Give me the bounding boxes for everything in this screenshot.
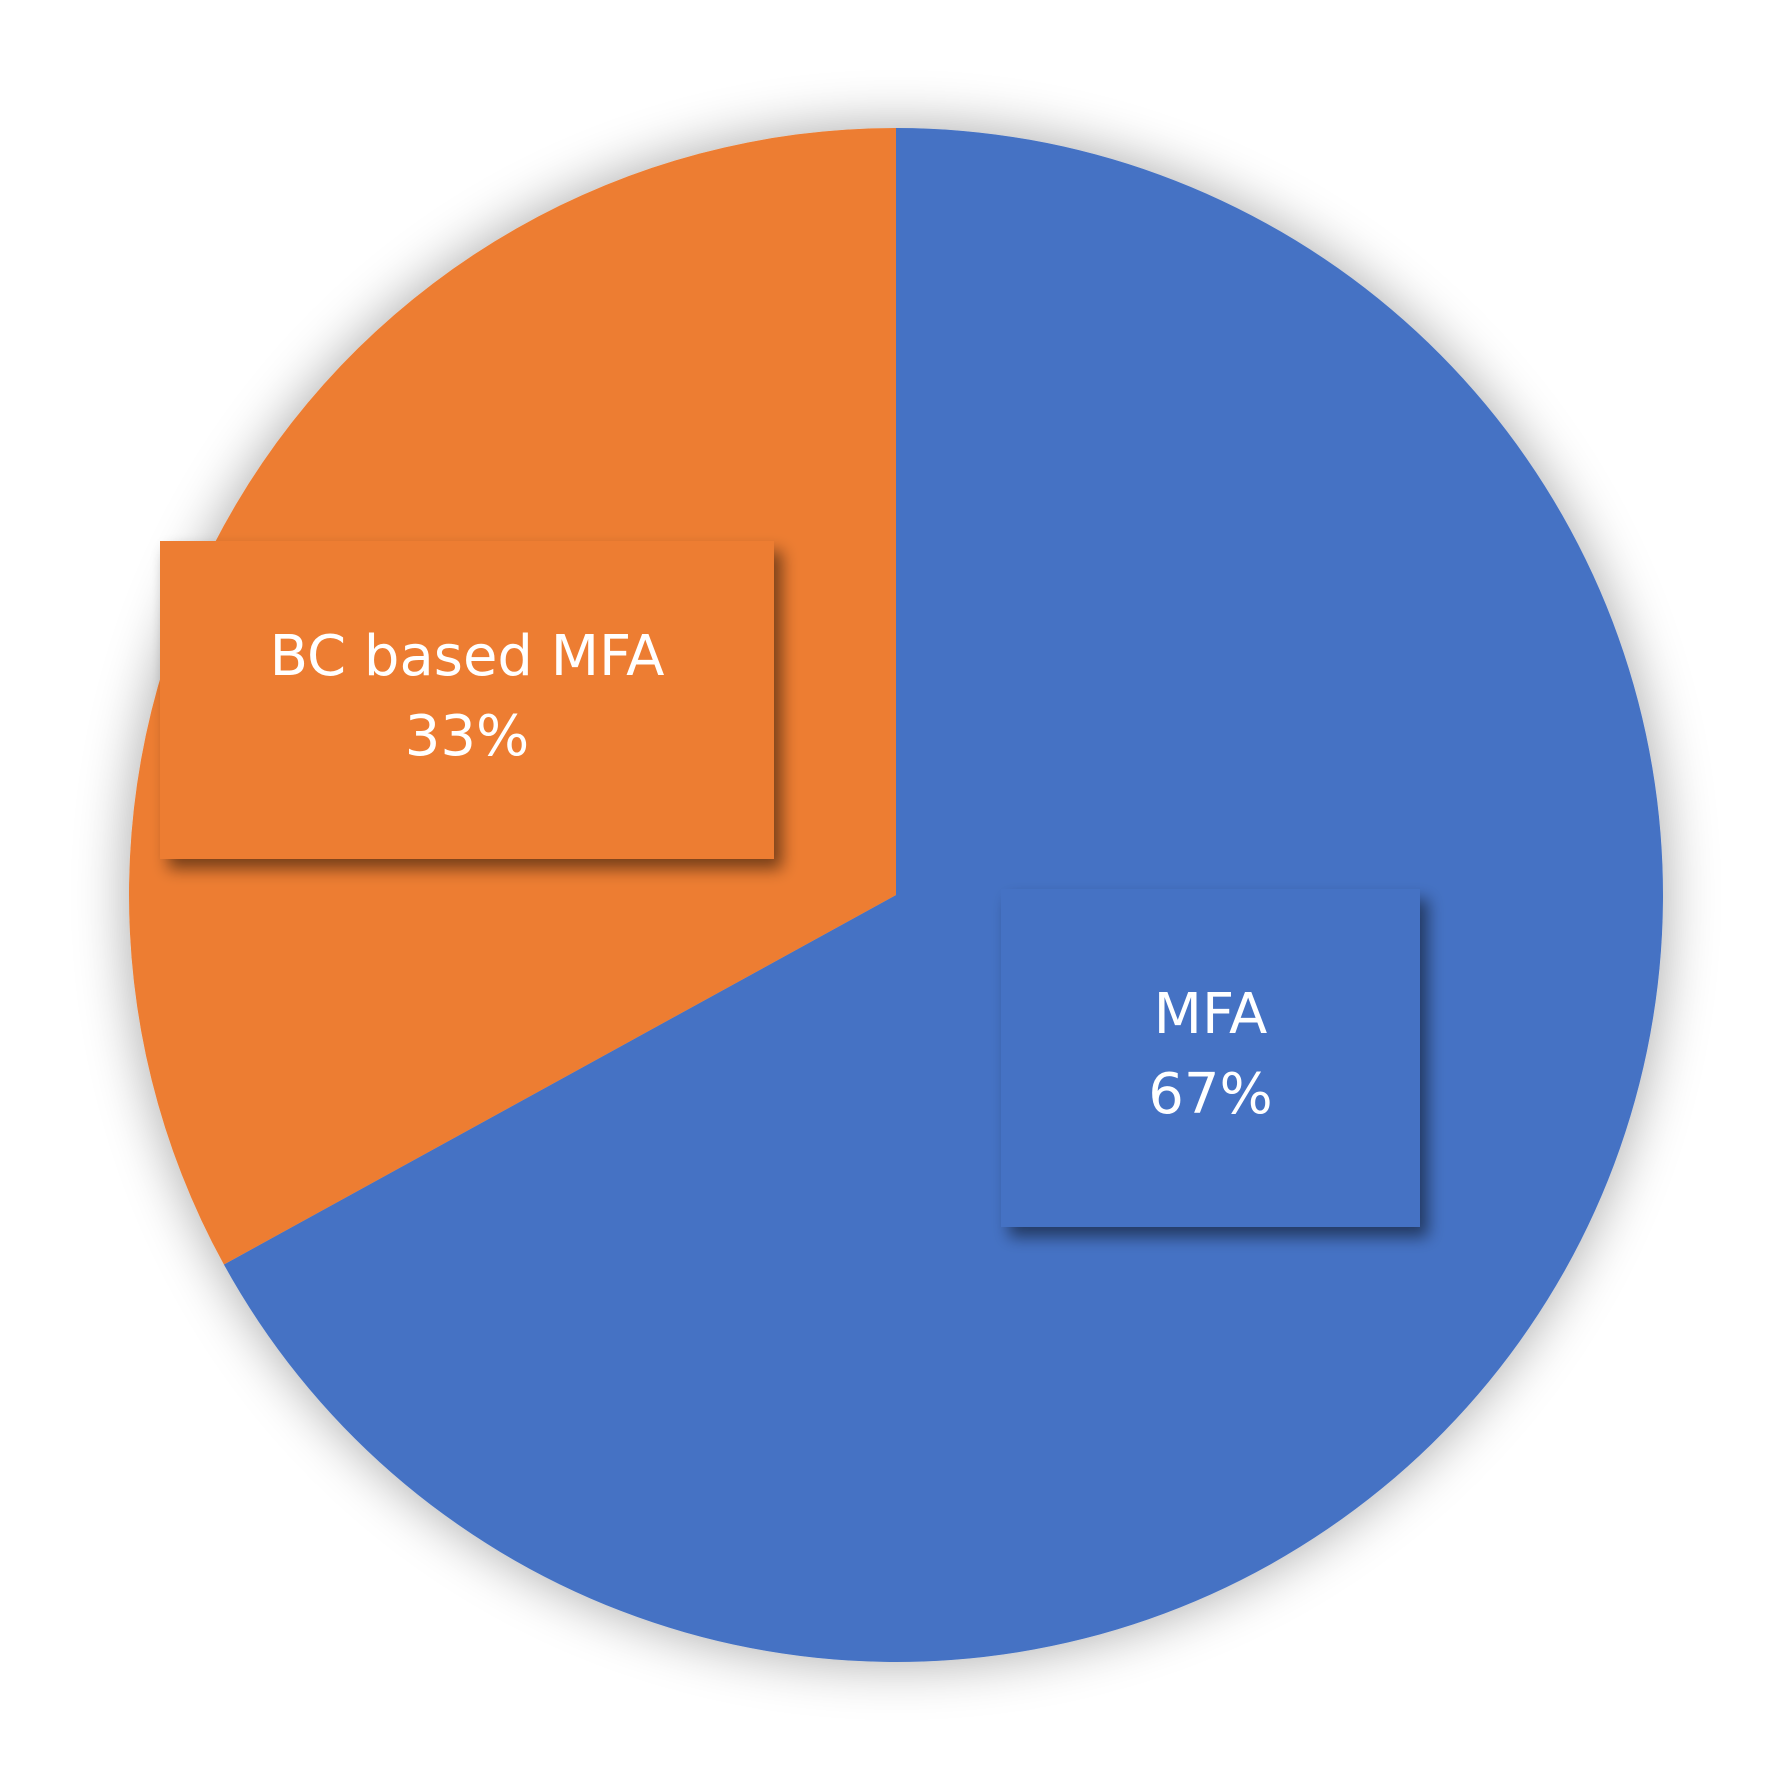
pie-slice [223, 128, 1663, 1663]
category-label: MFA [1154, 982, 1268, 1047]
value-label: 67% [1148, 1062, 1272, 1127]
pie [129, 128, 1663, 1663]
category-label: BC based MFA [270, 624, 665, 689]
data-labels: MFA 67% BC based MFA 33% [160, 541, 1420, 1227]
value-label: 33% [405, 704, 529, 769]
label-box [1001, 889, 1420, 1227]
label-box [160, 541, 774, 859]
